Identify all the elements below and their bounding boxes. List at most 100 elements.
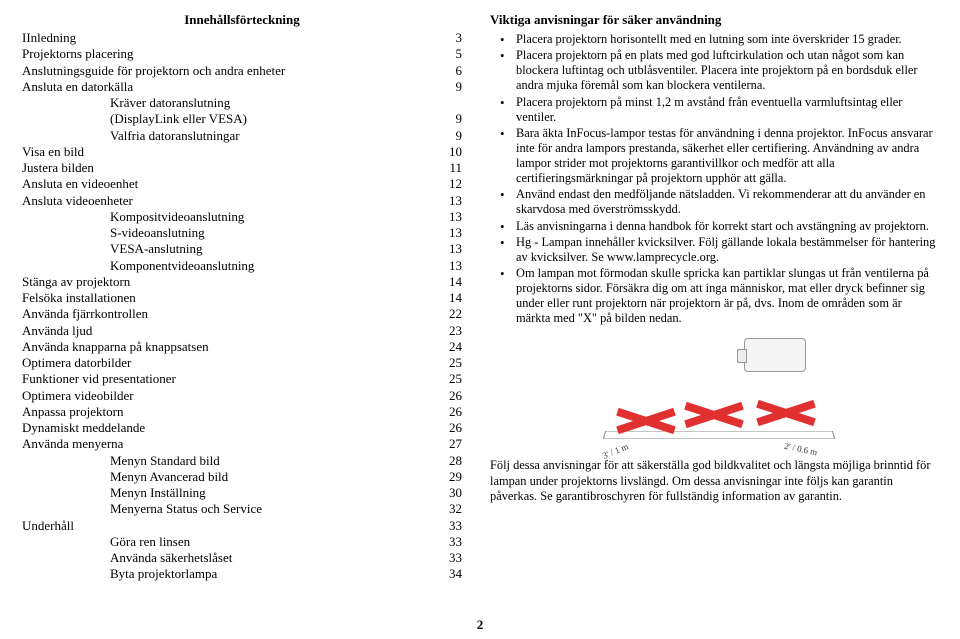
toc-page: 10 [436,144,462,160]
toc-label: Kompositvideoanslutning [22,209,436,225]
toc-page: 24 [436,339,462,355]
toc-row: Optimera videobilder26 [22,388,462,404]
toc-row: Komponentvideoanslutning13 [22,258,462,274]
toc-page: 33 [436,534,462,550]
toc-label: Visa en bild [22,144,436,160]
toc-row: Använda ljud23 [22,323,462,339]
toc-row: Kräver datoranslutning [22,95,462,111]
safety-bullet: Placera projektorn på minst 1,2 m avstån… [490,95,938,125]
toc-row: Använda fjärrkontrollen22 [22,306,462,322]
toc-label: Använda säkerhetslåset [22,550,436,566]
toc-page: 11 [436,160,462,176]
toc-page: 25 [436,355,462,371]
toc-label: Projektorns placering [22,46,436,62]
toc-label: Använda fjärrkontrollen [22,306,436,322]
toc-label: (DisplayLink eller VESA) [22,111,436,127]
toc-list: IInledning3Projektorns placering5Anslutn… [22,30,462,583]
toc-row: Menyn Inställning30 [22,485,462,501]
toc-label: IInledning [22,30,436,46]
toc-page: 13 [436,225,462,241]
toc-page: 26 [436,388,462,404]
toc-label: Komponentvideoanslutning [22,258,436,274]
safety-bullet: Hg - Lampan innehåller kvicksilver. Följ… [490,235,938,265]
toc-label: Byta projektorlampa [22,566,436,582]
toc-label: Stänga av projektorn [22,274,436,290]
toc-row: Menyerna Status och Service32 [22,501,462,517]
toc-page: 6 [436,63,462,79]
safety-column: Viktiga anvisningar för säker användning… [480,12,938,631]
toc-row: Underhåll33 [22,518,462,534]
toc-title: Innehållsförteckning [22,12,462,28]
toc-row: Använda säkerhetslåset33 [22,550,462,566]
toc-row: Felsöka installationen14 [22,290,462,306]
toc-label: Menyn Inställning [22,485,436,501]
toc-label: S-videoanslutning [22,225,436,241]
toc-row: Visa en bild10 [22,144,462,160]
toc-page: 23 [436,323,462,339]
toc-page: 5 [436,46,462,62]
toc-row: Ansluta en videoenhet12 [22,176,462,192]
toc-page: 29 [436,469,462,485]
diagram-label-right: 2' / 0.6 m [784,441,819,458]
toc-page: 3 [436,30,462,46]
toc-label: Göra ren linsen [22,534,436,550]
toc-page: 33 [436,518,462,534]
toc-row: Byta projektorlampa34 [22,566,462,582]
toc-row: Menyn Avancerad bild29 [22,469,462,485]
toc-label: Anslutningsguide för projektorn och andr… [22,63,436,79]
safety-bullets: Placera projektorn horisontellt med en l… [490,32,938,326]
safety-bullet: Placera projektorn på en plats med god l… [490,48,938,93]
toc-row: Valfria datoranslutningar9 [22,128,462,144]
toc-row: Göra ren linsen33 [22,534,462,550]
toc-column: Innehållsförteckning IInledning3Projekto… [22,12,480,631]
toc-row: Optimera datorbilder25 [22,355,462,371]
toc-label: Dynamiskt meddelande [22,420,436,436]
toc-page: 9 [436,79,462,95]
toc-label: Ansluta videoenheter [22,193,436,209]
x-mark-icon [616,408,676,434]
toc-label: Ansluta en datorkälla [22,79,436,95]
toc-label: Optimera datorbilder [22,355,436,371]
toc-label: Underhåll [22,518,436,534]
toc-label: Justera bilden [22,160,436,176]
toc-page: 9 [436,111,462,127]
toc-row: Ansluta en datorkälla9 [22,79,462,95]
toc-label: Valfria datoranslutningar [22,128,436,144]
safety-bullet: Placera projektorn horisontellt med en l… [490,32,938,47]
toc-page: 26 [436,404,462,420]
toc-page: 34 [436,566,462,582]
toc-page: 13 [436,209,462,225]
toc-page: 32 [436,501,462,517]
safety-bullet: Läs anvisningarna i denna handbok för ko… [490,219,938,234]
toc-page: 33 [436,550,462,566]
toc-page [436,95,462,111]
toc-row: Stänga av projektorn14 [22,274,462,290]
toc-row: Menyn Standard bild28 [22,453,462,469]
toc-page: 14 [436,290,462,306]
toc-row: Dynamiskt meddelande26 [22,420,462,436]
safety-bullet: Bara äkta InFocus-lampor testas för anvä… [490,126,938,187]
toc-label: Felsöka installationen [22,290,436,306]
projector-diagram: 3' / 1 m 2' / 0.6 m [584,332,844,452]
toc-row: IInledning3 [22,30,462,46]
toc-label: Använda menyerna [22,436,436,452]
x-mark-icon [684,402,744,428]
toc-row: Anslutningsguide för projektorn och andr… [22,63,462,79]
toc-label: Använda ljud [22,323,436,339]
toc-page: 30 [436,485,462,501]
toc-label: Menyn Avancerad bild [22,469,436,485]
toc-page: 13 [436,241,462,257]
toc-label: Anpassa projektorn [22,404,436,420]
toc-label: Kräver datoranslutning [22,95,436,111]
toc-page: 12 [436,176,462,192]
toc-label: Använda knapparna på knappsatsen [22,339,436,355]
toc-page: 14 [436,274,462,290]
toc-page: 9 [436,128,462,144]
toc-page: 26 [436,420,462,436]
toc-label: Funktioner vid presentationer [22,371,436,387]
x-mark-icon [756,400,816,426]
toc-row: S-videoanslutning13 [22,225,462,241]
toc-row: Justera bilden11 [22,160,462,176]
toc-label: VESA-anslutning [22,241,436,257]
toc-page: 27 [436,436,462,452]
